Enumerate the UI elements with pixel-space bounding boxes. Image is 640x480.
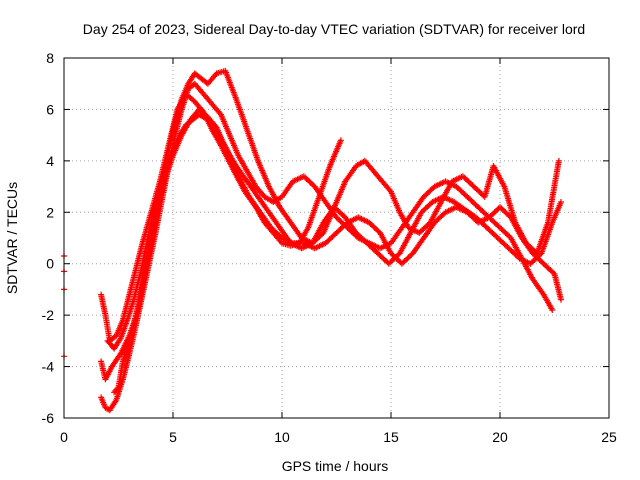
y-tick-label: -6	[42, 410, 55, 426]
y-tick-label: -4	[42, 359, 55, 375]
x-tick-label: 20	[492, 429, 508, 445]
y-tick-label: -2	[42, 307, 55, 323]
data-point	[337, 137, 344, 144]
x-tick-label: 10	[274, 429, 290, 445]
plot-frame	[63, 57, 610, 419]
x-tick-label: 0	[60, 429, 68, 445]
data-point	[558, 296, 564, 303]
data-point	[549, 307, 556, 313]
chart-title: Day 254 of 2023, Sidereal Day-to-day VTE…	[83, 21, 585, 37]
y-axis-label: SDTVAR / TECUs	[4, 182, 20, 294]
y-tick-label: 0	[46, 256, 54, 272]
data-point	[114, 385, 121, 392]
data-point	[555, 157, 562, 164]
data-points	[61, 67, 564, 414]
data-point	[558, 199, 564, 205]
x-tick-label: 15	[383, 429, 399, 445]
y-tick-label: 2	[46, 204, 54, 220]
axis-ticks: 0 5 10 15 20 25 -6 -4 -2 0 2 4 6 8	[42, 50, 617, 445]
y-tick-label: 8	[46, 50, 54, 66]
x-tick-label: 25	[601, 429, 617, 445]
x-axis-label: GPS time / hours	[282, 458, 389, 474]
y-tick-label: 4	[46, 153, 54, 169]
y-tick-label: 6	[46, 101, 54, 117]
x-tick-label: 5	[169, 429, 177, 445]
